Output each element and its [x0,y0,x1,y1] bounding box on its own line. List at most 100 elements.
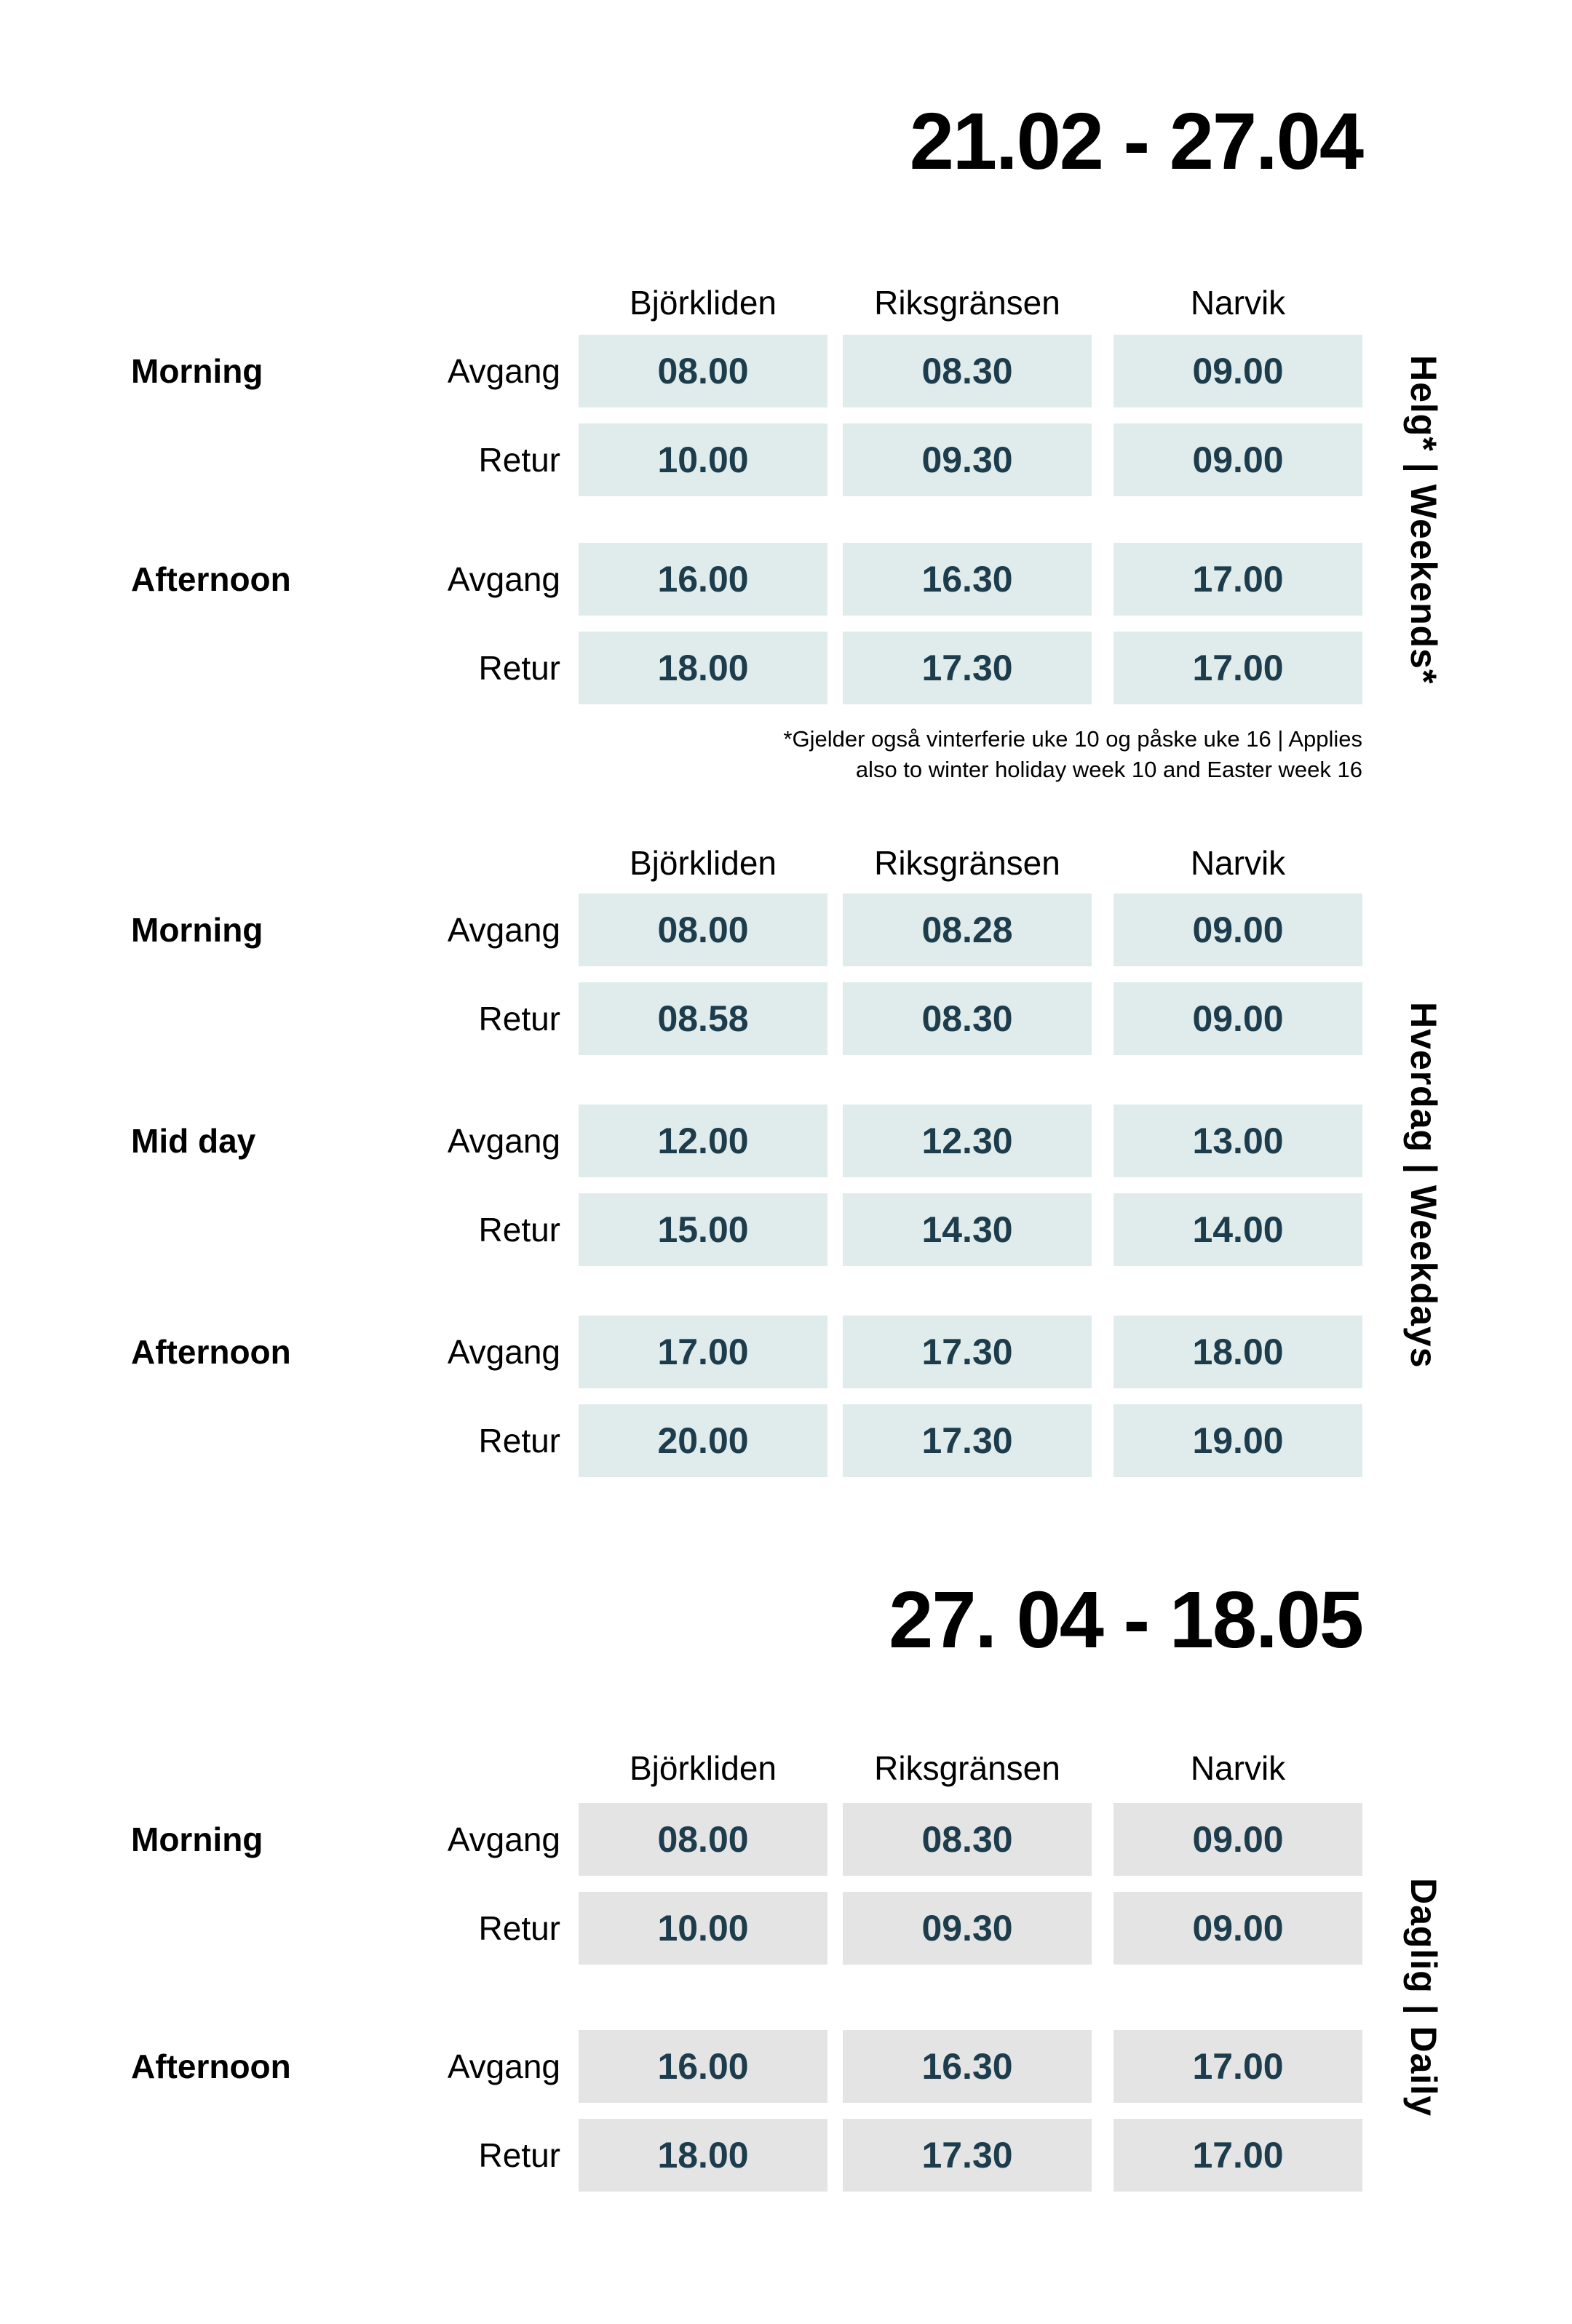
table-row: Retur 10.00 09.30 09.00 [0,423,1572,496]
time-cell: 09.00 [1114,1892,1362,1965]
direction-label: Avgang [447,352,560,390]
time-cell: 18.00 [579,2119,827,2192]
time-cell: 17.30 [843,1316,1092,1388]
direction-label: Retur [478,1909,560,1947]
time-cell: 08.58 [579,982,827,1055]
time-of-day-label: Morning [131,911,263,949]
station-header-riksgransen: Riksgränsen [874,1748,1060,1787]
station-header-narvik: Narvik [1190,1748,1286,1787]
time-cell: 17.00 [1114,2119,1362,2192]
table-row: Morning Avgang 08.00 08.30 09.00 [0,1803,1572,1876]
section-title-weekends: 21.02 - 27.04 [909,97,1364,186]
time-cell: 17.00 [1114,2030,1362,2103]
time-of-day-label: Morning [131,1820,263,1858]
time-cell: 12.30 [843,1105,1092,1177]
direction-label: Avgang [447,2048,560,2085]
side-label-daily: Daglig | Daily [1403,1877,1444,2117]
station-header-narvik: Narvik [1190,843,1286,882]
time-cell: 08.30 [843,982,1092,1055]
footnote-line: *Gjelder også vinterferie uke 10 og påsk… [783,726,1362,752]
time-of-day-label [0,423,429,496]
time-of-day-label: Afternoon [131,1333,291,1371]
station-header-bjorkliden: Björkliden [630,283,777,322]
time-of-day-label [0,982,429,1055]
time-cell: 18.00 [1114,1316,1362,1388]
time-cell: 08.30 [843,1803,1092,1876]
table-row: Retur 08.58 08.30 09.00 [0,982,1572,1055]
section-title-daily: 27. 04 - 18.05 [889,1575,1364,1665]
table-row: Afternoon Avgang 16.00 16.30 17.00 [0,543,1572,616]
station-header-riksgransen: Riksgränsen [874,843,1060,882]
time-cell: 19.00 [1114,1404,1362,1477]
direction-label: Retur [478,1422,560,1460]
time-cell: 16.30 [843,543,1092,616]
time-cell: 18.00 [579,632,827,704]
time-cell: 08.28 [843,894,1092,966]
time-cell: 08.00 [579,1803,827,1876]
time-cell: 09.30 [843,423,1092,496]
table-row: Mid day Avgang 12.00 12.30 13.00 [0,1105,1572,1177]
station-header-row: Björkliden Riksgränsen Narvik [0,835,1572,880]
time-cell: 14.00 [1114,1193,1362,1266]
time-cell: 17.30 [843,2119,1092,2192]
time-cell: 12.00 [579,1105,827,1177]
table-row: Retur 20.00 17.30 19.00 [0,1404,1572,1477]
table-row: Afternoon Avgang 17.00 17.30 18.00 [0,1316,1572,1388]
time-cell: 09.00 [1114,894,1362,966]
time-cell: 08.00 [579,894,827,966]
time-cell: 14.30 [843,1193,1092,1266]
station-header-row: Björkliden Riksgränsen Narvik [0,275,1572,320]
time-cell: 10.00 [579,423,827,496]
time-of-day-label: Morning [131,352,263,390]
time-cell: 17.00 [579,1316,827,1388]
time-cell: 15.00 [579,1193,827,1266]
time-cell: 17.00 [1114,632,1362,704]
direction-label: Retur [478,2136,560,2174]
time-of-day-label [0,1404,429,1477]
time-of-day-label [0,1193,429,1266]
time-cell: 16.00 [579,543,827,616]
time-of-day-label [0,632,429,704]
time-of-day-label: Afternoon [131,2048,291,2085]
time-cell: 10.00 [579,1892,827,1965]
time-of-day-label: Mid day [131,1122,256,1160]
time-cell: 13.00 [1114,1105,1362,1177]
table-row: Retur 18.00 17.30 17.00 [0,2119,1572,2192]
footnote: *Gjelder også vinterferie uke 10 og påsk… [0,724,1362,785]
station-header-riksgransen: Riksgränsen [874,283,1060,322]
direction-label: Retur [478,1211,560,1249]
footnote-line: also to winter holiday week 10 and Easte… [855,756,1362,782]
time-cell: 20.00 [579,1404,827,1477]
direction-label: Avgang [447,560,560,598]
direction-label: Avgang [447,911,560,949]
time-cell: 08.30 [843,335,1092,407]
side-label-weekdays: Hverdag | Weekdays [1403,1002,1444,1369]
direction-label: Retur [478,649,560,687]
time-cell: 17.30 [843,632,1092,704]
time-cell: 09.30 [843,1892,1092,1965]
table-row: Morning Avgang 08.00 08.30 09.00 [0,335,1572,407]
time-cell: 08.00 [579,335,827,407]
table-row: Retur 10.00 09.30 09.00 [0,1892,1572,1965]
direction-label: Retur [478,441,560,479]
direction-label: Avgang [447,1333,560,1371]
table-row: Retur 15.00 14.30 14.00 [0,1193,1572,1266]
table-row: Morning Avgang 08.00 08.28 09.00 [0,894,1572,966]
time-cell: 17.00 [1114,543,1362,616]
side-label-weekends: Helg* | Weekends* [1403,354,1444,685]
time-cell: 09.00 [1114,1803,1362,1876]
time-cell: 09.00 [1114,423,1362,496]
table-row: Afternoon Avgang 16.00 16.30 17.00 [0,2030,1572,2103]
time-of-day-label [0,2119,429,2192]
direction-label: Retur [478,1000,560,1038]
table-row: Retur 18.00 17.30 17.00 [0,632,1572,704]
station-header-narvik: Narvik [1190,283,1286,322]
station-header-bjorkliden: Björkliden [630,843,777,882]
time-cell: 17.30 [843,1404,1092,1477]
station-header-bjorkliden: Björkliden [630,1748,777,1787]
time-of-day-label: Afternoon [131,560,291,598]
direction-label: Avgang [447,1820,560,1858]
time-cell: 09.00 [1114,982,1362,1055]
station-header-row: Björkliden Riksgränsen Narvik [0,1740,1572,1786]
